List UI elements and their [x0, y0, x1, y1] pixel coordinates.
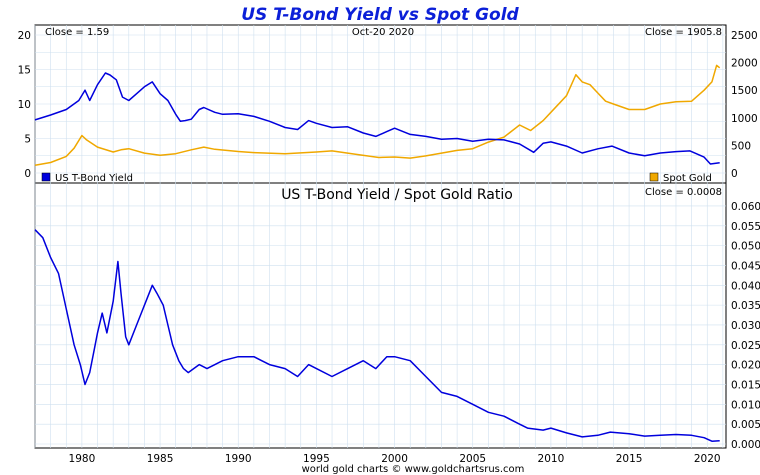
- right-axis-tick-label: 1000: [731, 113, 758, 125]
- x-axis-tick-label: 2000: [381, 453, 408, 465]
- x-axis-tick-label: 1980: [69, 453, 96, 465]
- ratio-line: [34, 229, 720, 442]
- legend-bond-swatch: [41, 172, 51, 182]
- bond-yield-line: [34, 72, 720, 165]
- right-axis-tick-label: 2500: [731, 30, 758, 42]
- x-axis-tick-label: 2020: [694, 453, 721, 465]
- ratio-close-label: Close = 0.0008: [645, 187, 722, 198]
- ratio-axis-tick-label: 0.050: [731, 241, 760, 253]
- left-axis-tick-label: 0: [24, 168, 31, 180]
- ratio-axis-tick-label: 0.015: [731, 379, 760, 391]
- bottom-gridlines: [34, 183, 726, 448]
- x-axis-tick-label: 2015: [616, 453, 643, 465]
- legend-bond-label: US T-Bond Yield: [55, 173, 133, 184]
- x-axis-tick-label: 2005: [459, 453, 486, 465]
- legend-gold-swatch: [649, 172, 659, 182]
- ratio-axis-tick-label: 0.055: [731, 221, 760, 233]
- legend-gold-label: Spot Gold: [663, 173, 712, 184]
- right-axis-tick-label: 500: [731, 140, 751, 152]
- footer-credit: world gold charts © www.goldchartsrus.co…: [302, 464, 525, 475]
- bond-close-label: Close = 1.59: [45, 27, 109, 38]
- ratio-axis-tick-label: 0.010: [731, 399, 760, 411]
- bottom-chart-title: US T-Bond Yield / Spot Gold Ratio: [281, 187, 513, 203]
- left-axis-tick-label: 10: [18, 99, 31, 111]
- ratio-axis-tick-label: 0.040: [731, 280, 760, 292]
- x-axis-tick-label: 1985: [147, 453, 174, 465]
- left-axis-tick-label: 20: [18, 30, 31, 42]
- left-axis-tick-label: 5: [24, 134, 31, 146]
- ratio-axis-tick-label: 0.005: [731, 419, 760, 431]
- x-axis-tick-label: 1990: [225, 453, 252, 465]
- top-chart-title: US T-Bond Yield vs Spot Gold: [241, 5, 519, 25]
- top-gridlines: [34, 25, 726, 183]
- x-axis-tick-label: 2010: [538, 453, 565, 465]
- ratio-axis-tick-label: 0.025: [731, 340, 760, 352]
- ratio-axis-tick-label: 0.030: [731, 320, 760, 332]
- ratio-axis-tick-label: 0.020: [731, 360, 760, 372]
- ratio-axis-tick-label: 0.060: [731, 201, 760, 213]
- right-axis-tick-label: 0: [731, 168, 738, 180]
- gold-close-label: Close = 1905.8: [645, 27, 722, 38]
- right-axis-tick-label: 1500: [731, 85, 758, 97]
- bottom-panel-frame: [34, 182, 727, 449]
- right-axis-tick-label: 2000: [731, 58, 758, 70]
- spot-gold-line: [34, 64, 721, 167]
- ratio-axis-tick-label: 0.035: [731, 300, 760, 312]
- date-label: Oct-20 2020: [352, 27, 414, 38]
- ratio-axis-tick-label: 0.045: [731, 260, 760, 272]
- x-axis-tick-label: 1995: [303, 453, 330, 465]
- left-axis-tick-label: 15: [18, 65, 31, 77]
- ratio-axis-tick-label: 0.000: [731, 439, 760, 451]
